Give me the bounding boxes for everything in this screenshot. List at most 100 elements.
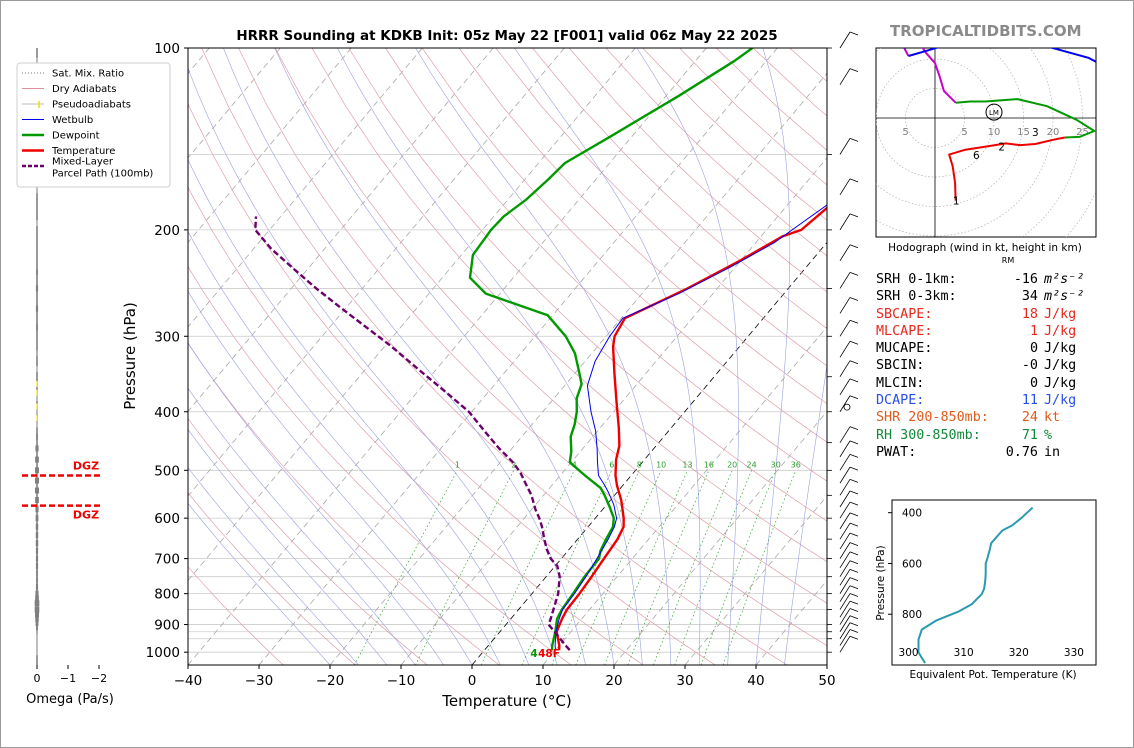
parcel-path-line xyxy=(254,216,571,651)
theta-e-y-tick-label: 800 xyxy=(902,609,922,621)
wind-barb-flag xyxy=(849,138,859,142)
omega-panel: DGZ DGZ 0 −1 −2 Omega (Pa/s) xyxy=(22,48,114,707)
legend-box xyxy=(16,62,171,188)
skewt-xlabel: Temperature (°C) xyxy=(441,692,571,710)
omega-bar xyxy=(34,611,40,618)
omega-bar xyxy=(35,555,39,562)
stat-label: MLCAPE: xyxy=(876,323,933,339)
omega-bar xyxy=(34,600,40,607)
skewt-axes-frame xyxy=(187,47,828,666)
x-tick-label: −10 xyxy=(387,673,416,689)
mixing-ratio-label: 6 xyxy=(609,460,614,469)
y-tick-label: 600 xyxy=(154,511,180,527)
theta-e-frame xyxy=(891,499,1097,666)
y-tick-label: 900 xyxy=(154,618,180,634)
wind-barb-flag xyxy=(849,532,859,537)
hodograph-trace xyxy=(903,48,957,104)
wind-barb xyxy=(839,466,851,484)
stat-value: 71 xyxy=(1021,427,1038,443)
x-tick-label: −40 xyxy=(174,673,203,689)
moist-adiabat xyxy=(188,428,388,665)
stat-value: 18 xyxy=(1021,306,1038,322)
omega-bar xyxy=(36,634,38,641)
dry-adiabat xyxy=(421,48,827,443)
omega-bar xyxy=(36,624,38,631)
hodograph-ring-label: 5 xyxy=(902,127,908,138)
theta-e-x-tick-label: 300 xyxy=(899,647,919,659)
hodograph-height-label: 9 xyxy=(902,39,909,51)
wind-barb xyxy=(839,320,851,337)
omega-bar xyxy=(36,570,38,577)
x-tick-label: 10 xyxy=(534,673,551,689)
wind-barb-flag xyxy=(849,31,859,36)
stat-value: 34 xyxy=(1021,289,1038,305)
wind-barb-flag xyxy=(849,512,859,517)
wind-barb xyxy=(839,297,851,314)
mixing-ratio-label: 24 xyxy=(747,460,757,469)
moist-adiabat xyxy=(636,48,739,665)
omega-bar xyxy=(36,395,38,402)
dry-adiabat xyxy=(188,342,500,665)
mixing-ratio-label: 16 xyxy=(704,460,714,469)
wind-barb-flag xyxy=(849,635,859,640)
hodograph-frame xyxy=(875,47,1097,238)
isotherm-line xyxy=(188,48,352,244)
site-watermark: TROPICALTIDBITS.COM xyxy=(890,22,1082,40)
legend: Sat. Mix. Ratio Dry Adiabats Pseudoadiabat… xyxy=(16,62,171,188)
omega-bar xyxy=(36,366,38,373)
moist-adiabat xyxy=(274,48,615,665)
omega-bar xyxy=(36,639,38,646)
theta-e-xlabel: Equivalent Pot. Temperature (K) xyxy=(909,669,1076,681)
stat-value: 0 xyxy=(1029,341,1038,357)
theta-e-ylabel: Pressure (hPa) xyxy=(875,545,887,620)
stat-value: 11 xyxy=(1021,393,1038,409)
moist-adiabat xyxy=(188,231,501,665)
stat-row: MLCIN: 0 J/kg xyxy=(876,376,1126,393)
hodograph-rm-label: RM xyxy=(1002,256,1015,265)
stat-label: SRH 0-1km: xyxy=(876,272,957,287)
wind-barb xyxy=(839,360,851,377)
isotherm-line xyxy=(188,48,707,665)
omega-bar xyxy=(36,421,38,428)
omega-bar xyxy=(35,615,39,622)
stat-row: SRH 0-3km: 34 m²s⁻² xyxy=(876,289,1126,306)
wetbulb-line xyxy=(554,204,827,651)
x-tick-label: 50 xyxy=(818,673,835,689)
x-tick-label: 40 xyxy=(747,673,764,689)
wind-barb-flag xyxy=(849,622,859,627)
wind-barb-flag xyxy=(849,608,859,612)
wind-barb-flag xyxy=(849,577,859,582)
y-tick-label: 1000 xyxy=(146,645,180,661)
stat-unit: kt xyxy=(1044,410,1061,426)
wind-barb xyxy=(839,635,851,653)
isotherm-line xyxy=(471,241,827,665)
y-tick-label: 400 xyxy=(154,405,180,421)
wind-barb xyxy=(839,378,851,396)
hodograph-trace xyxy=(908,48,1096,63)
wind-barb-flag xyxy=(849,68,859,73)
moist-adiabat xyxy=(188,158,530,665)
theta-e-x-tick-label: 330 xyxy=(1064,647,1084,659)
omega-bar xyxy=(35,285,39,292)
wind-barb xyxy=(839,31,851,49)
hodograph-panel: 5 5 10 15 20 25 9 6 3 2 1 LM Hodograph (wind in kt,… xyxy=(875,39,1097,265)
hodograph-ring-label: 10 xyxy=(988,127,1001,138)
omega-bar xyxy=(36,649,38,656)
omega-bar xyxy=(36,324,38,331)
hodograph-caption: Hodograph (wind in kt, height in km) xyxy=(888,242,1082,254)
hodograph-height-label: 3 xyxy=(1032,127,1039,139)
wind-barb-flag xyxy=(849,213,859,218)
wind-barb-flag xyxy=(849,551,859,556)
omega-bar xyxy=(35,515,39,522)
wind-barb-flag xyxy=(849,568,859,573)
wind-barb xyxy=(839,244,851,261)
wind-barb-flag xyxy=(849,593,859,597)
mixing-ratio-label: 8 xyxy=(637,460,642,469)
mixing-ratio-line xyxy=(575,470,662,665)
wind-barb-flag xyxy=(849,466,859,471)
wind-barb-flag xyxy=(849,478,859,483)
mixing-ratio-label: 20 xyxy=(727,460,737,469)
wind-barb xyxy=(839,490,851,508)
mixing-ratio-line xyxy=(354,470,458,665)
skewt-ylabel: Pressure (hPa) xyxy=(121,302,139,410)
